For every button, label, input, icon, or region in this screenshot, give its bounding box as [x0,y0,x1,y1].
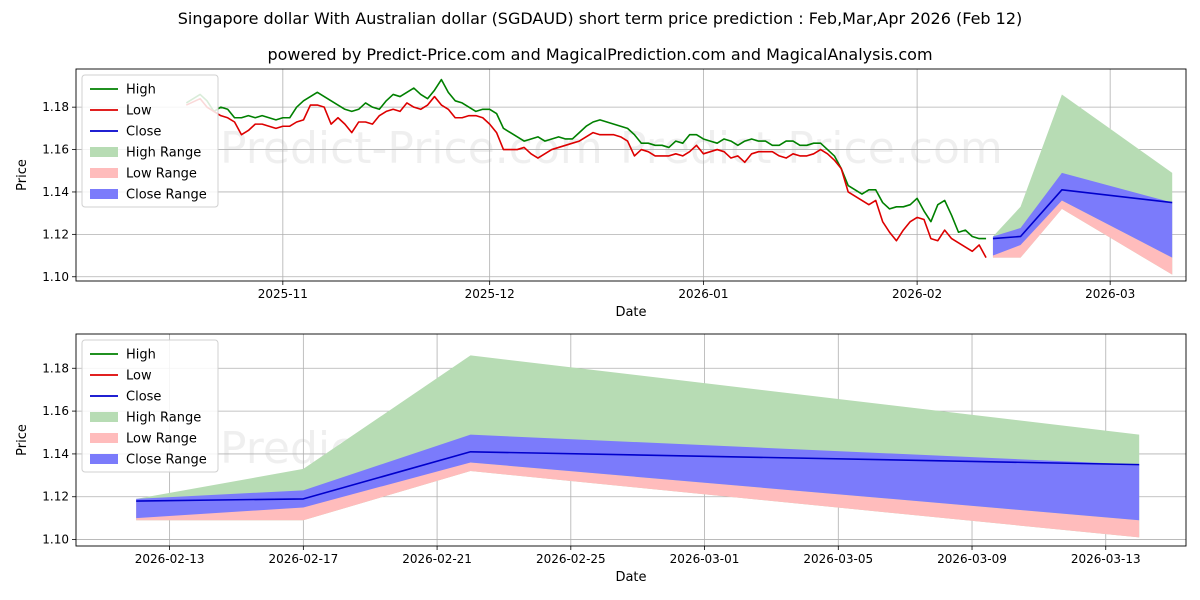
x-tick-label: 2026-02-21 [402,552,472,566]
y-axis-label: Price [15,159,30,191]
legend: High Low Close High Range Low Range Close Ran… [81,74,219,208]
legend-swatch-low_range [90,433,118,443]
y-tick-label: 1.12 [42,227,69,241]
high-series-line [185,78,987,240]
legend-swatch-close_range [90,189,118,199]
legend-label-low: Low [126,369,152,384]
x-tick-label: 2026-03-01 [670,552,740,566]
legend-label-close: Close [126,125,161,140]
y-tick-label: 1.14 [42,185,69,199]
x-tick-label: 2026-02-17 [268,552,338,566]
x-tick-label: 2026-03 [1085,287,1135,301]
y-tick-label: 1.18 [42,361,69,375]
legend: High Low Close High Range Low Range Close Ran… [81,339,219,473]
legend-label-high_range: High Range [126,146,201,161]
x-tick-label: 2026-03-09 [937,552,1007,566]
legend-swatch-high_range [90,412,118,422]
legend-swatch-high_range [90,147,118,157]
chart-subtitle: powered by Predict-Price.com and Magical… [267,45,933,64]
legend-label-close: Close [126,390,161,405]
x-tick-label: 2026-03-05 [803,552,873,566]
y-tick-label: 1.16 [42,404,69,418]
x-tick-label: 2025-11 [258,287,308,301]
y-tick-label: 1.10 [42,270,69,284]
y-tick-label: 1.10 [42,533,69,547]
legend-label-low_range: Low Range [126,432,197,447]
axes-frame [75,68,1187,282]
y-tick-label: 1.12 [42,490,69,504]
legend-label-close_range: Close Range [126,188,207,203]
low-range-area [992,200,1173,275]
close-range-area [992,172,1173,258]
x-tick-label: 2026-02-25 [536,552,606,566]
legend-label-low_range: Low Range [126,167,197,182]
close-series-line [136,450,1140,502]
x-axis-label: Date [615,570,646,585]
plot-top: Predict-Price.com Predict-Price.com 2025-1… [15,68,1187,320]
y-tick-label: 1.14 [42,447,69,461]
y-axis-label: Price [15,424,30,456]
legend-label-high: High [126,348,156,363]
legend-swatch-low_range [90,168,118,178]
close-series-line [992,189,1173,240]
legend-label-high: High [126,83,156,98]
chart-title: Singapore dollar With Australian dollar … [177,9,1023,28]
x-tick-label: 2026-02 [892,287,942,301]
x-tick-label: 2026-02-13 [135,552,205,566]
x-tick-label: 2026-01 [678,287,728,301]
x-axis-label: Date [615,305,646,320]
plot-bottom: Predict-Price.comPredict-Price.com2026-0… [15,333,1187,585]
legend-label-low: Low [126,104,152,119]
watermark-text: Predict-Price.com [220,123,603,174]
y-tick-label: 1.18 [42,100,69,114]
x-tick-label: 2025-12 [465,287,515,301]
legend-label-close_range: Close Range [126,453,207,468]
close-range-area [136,434,1140,521]
low-series-line [185,95,987,259]
y-tick-label: 1.16 [42,143,69,157]
watermark-text: Predict-Price.com [620,123,1003,174]
axes-frame [75,333,1187,547]
x-tick-label: 2026-03-13 [1071,552,1141,566]
legend-swatch-close_range [90,454,118,464]
legend-label-high_range: High Range [126,411,201,426]
